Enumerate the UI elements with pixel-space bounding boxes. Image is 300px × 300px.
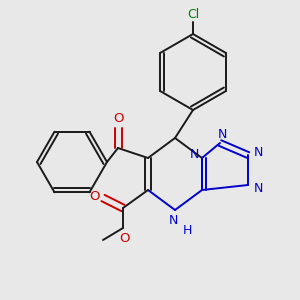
Text: O: O xyxy=(113,112,123,124)
Text: N: N xyxy=(217,128,227,142)
Text: O: O xyxy=(119,232,129,244)
Text: N: N xyxy=(253,146,263,158)
Text: N: N xyxy=(189,148,199,160)
Text: H: H xyxy=(182,224,192,236)
Text: O: O xyxy=(89,190,99,203)
Text: Cl: Cl xyxy=(187,8,199,20)
Text: N: N xyxy=(253,182,263,194)
Text: N: N xyxy=(168,214,178,226)
